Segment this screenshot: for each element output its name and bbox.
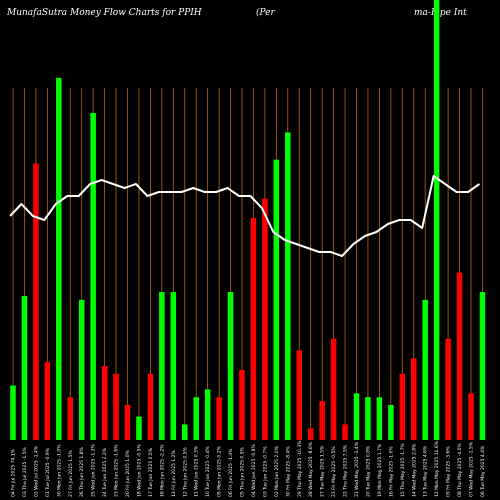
money-flow-bar: [227, 292, 234, 440]
x-tick-label: 30 Mon Jun 2025 -1.0%: [56, 444, 62, 497]
x-tick-label: 12 Mon May 2025 11.6%: [434, 440, 440, 497]
money-flow-bar: [239, 369, 245, 440]
x-tick-label: 28 Wed May 2025 -8.6%: [308, 441, 314, 497]
x-tick-label: 20 Tue May 2025 0.8%: [365, 445, 371, 497]
x-tick-label: 17 Tue Jun 2025 0.5%: [148, 447, 154, 497]
x-tick-label: 13 Fri Jun 2025 1.2%: [171, 450, 177, 497]
money-flow-bar: [307, 428, 314, 440]
money-flow-bar: [376, 397, 383, 440]
x-tick-label: 22 Thu May 2025 7.5%: [343, 444, 349, 497]
money-flow-bar: [250, 218, 257, 440]
x-tick-label: 18 Wed Jun 2025 -0.5%: [136, 443, 142, 497]
x-tick-label: 25 Wed Jun 2025 -1.3%: [91, 443, 97, 497]
x-tick-label: 15 Thu May 2025 -1.7%: [400, 443, 406, 497]
x-tick-label: 08 Thu May 2025 -4.0%: [457, 443, 463, 497]
money-flow-bar: [170, 292, 177, 440]
money-flow-bar: [67, 397, 73, 440]
chart-title-middle: (Per: [256, 8, 275, 18]
x-tick-labels: 04 Fri Jul 2025 74.1% 03 Thu Jul 2025 -1.…: [11, 440, 486, 497]
x-tick-label: 23 Mon Jun 2025 -1.6%: [114, 444, 120, 497]
money-flow-bar: [456, 272, 463, 440]
x-tick-label: 02 Mon Jun 2025 2.0%: [274, 445, 280, 497]
money-flow-bar: [422, 299, 428, 440]
money-flow-bar: [479, 292, 486, 440]
money-flow-bar: [285, 132, 291, 440]
money-flow-bar: [319, 401, 325, 440]
money-flow-bar: [388, 404, 394, 440]
x-tick-label: 27 Tue May 2025 1.5%: [320, 445, 326, 497]
money-flow-bar: [330, 338, 337, 440]
money-flow-bar: [399, 373, 406, 440]
x-tick-label: 03 Thu Jul 2025 -1.5%: [22, 446, 28, 497]
x-tick-label: 23 Fri May 2025 -0.5%: [331, 446, 337, 497]
money-flow-bar: [216, 397, 222, 440]
price-series-line: [9, 175, 481, 257]
chart-title: MunafaSutra Money Flow Charts for PPIH: [7, 8, 202, 18]
money-flow-bar: [101, 366, 108, 440]
money-flow-bar: [21, 295, 28, 440]
x-tick-label: 16 Fri May 2025 -1.0%: [388, 446, 394, 497]
x-tick-label: 30 Fri May 2025 -8.4%: [285, 446, 291, 497]
money-flow-bar: [433, 0, 440, 440]
money-flow-bar: [445, 338, 451, 440]
money-flow-bar: [44, 362, 51, 440]
x-tick-label: 10 Tue Jun 2025 -0.4%: [205, 446, 211, 497]
x-tick-label: 09 Fri May 2025 -3.6%: [446, 446, 452, 497]
x-tick-label: 12 Thu Jun 2025 0.5%: [182, 446, 188, 497]
money-flow-bar: [273, 159, 280, 440]
money-flow-bar: [262, 198, 268, 440]
x-tick-label: 04 Wed Jun 2025 -0.8%: [251, 443, 257, 497]
money-flow-bar: [90, 112, 96, 441]
money-flow-bar: [193, 397, 199, 440]
x-tick-label: 09 Mon Jun 2025 0.2%: [217, 445, 223, 497]
x-tick-label: 01 Tue Jul 2025 -0.9%: [45, 447, 51, 497]
x-tick-label: 07 Wed May 2025 -1.5%: [469, 441, 475, 497]
money-flow-bar: [159, 292, 165, 440]
money-flow-bar: [136, 416, 142, 440]
money-flow-bar: [342, 424, 348, 440]
money-flow-bar: [182, 424, 188, 440]
x-tick-label: 03 Tue Jun 2025 -0.7%: [262, 446, 268, 497]
money-flow-bars: [10, 0, 486, 441]
price-line: [9, 175, 481, 257]
money-flow-bar: [296, 350, 302, 440]
money-flow-bar: [33, 163, 39, 441]
money-flow-bar: [147, 373, 154, 440]
x-tick-label: 16 Mon Jun 2025 -2.2%: [159, 444, 165, 497]
x-tick-label: 04 Fri Jul 2025 74.1%: [11, 448, 17, 497]
money-flow-bar: [78, 299, 85, 440]
x-tick-label: 21 Wed May 2025 -1.4%: [354, 441, 360, 497]
x-tick-label: 05 Thu Jun 2025 0.5%: [240, 446, 246, 497]
x-tick-label: 06 Tue May 2025 4.4%: [480, 445, 486, 497]
money-flow-bar: [56, 77, 62, 440]
x-tick-label: 20 Fri Jun 2025 1.0%: [125, 450, 131, 497]
x-tick-label: 24 Tue Jun 2025 2.2%: [102, 447, 108, 497]
x-tick-label: 14 Wed May 2025 2.8%: [411, 443, 417, 497]
money-flow-bar: [204, 389, 211, 440]
money-flow-bar: [468, 393, 474, 440]
money-flow-bar: [353, 393, 360, 440]
x-tick-label: 19 Mon May 2025 1.7%: [377, 443, 383, 497]
x-tick-label: 29 Thu May 2025 -10.3%: [297, 440, 303, 497]
money-flow-bar: [113, 373, 119, 440]
x-tick-label: 13 Tue May 2025 4.6%: [423, 445, 429, 497]
money-flow-bar: [365, 397, 371, 440]
x-tick-label: 06 Fri Jun 2025 -1.4%: [228, 448, 234, 497]
x-tick-label: 02 Wed Jul 2025 -1.4%: [33, 445, 39, 497]
money-flow-bar: [411, 358, 417, 440]
money-flow-bar: [124, 404, 131, 440]
x-tick-label: 11 Wed Jun 2025 0.3%: [194, 445, 200, 497]
chart-title-right: ma-Pipe Int: [414, 8, 467, 18]
money-flow-bar: [10, 385, 16, 440]
x-tick-label: 27 Fri Jun 2025 1.5%: [68, 450, 74, 497]
x-tick-label: 26 Thu Jun 2025 1.8%: [79, 446, 85, 497]
